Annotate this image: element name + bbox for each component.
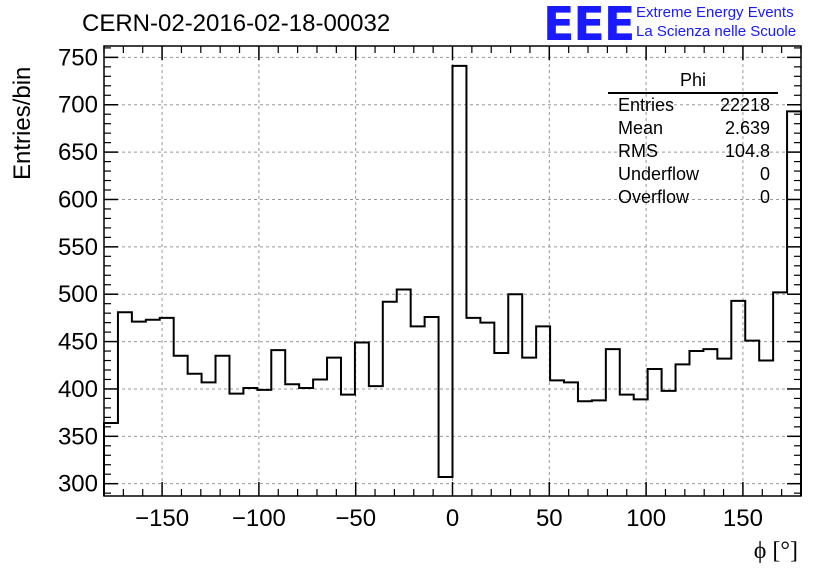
stats-row-underflow: Underflow 0 [608, 163, 778, 186]
stats-label: Underflow [618, 164, 700, 184]
stats-row-entries: Entries 22218 [608, 94, 778, 117]
axis-ticks [103, 46, 802, 496]
y-tick-label: 400 [58, 376, 98, 403]
stats-row-mean: Mean 2.639 [608, 117, 778, 140]
x-tick-label: 0 [446, 505, 459, 532]
stats-row-rms: RMS 104.8 [608, 140, 778, 163]
stats-label: Mean [618, 118, 664, 138]
x-tick-label: 50 [536, 505, 563, 532]
histogram-line [103, 64, 802, 496]
logo-caption: Extreme Energy Events La Scienza nelle S… [636, 3, 796, 41]
stats-value: 104.8 [724, 141, 770, 161]
x-tick-label: −100 [232, 505, 286, 532]
y-tick-label: 300 [58, 471, 98, 498]
y-tick-label: 350 [58, 423, 98, 450]
stats-label: Entries [618, 95, 675, 115]
axis-tick-labels: −150 −100 −50 0 50 100 150 300 350 400 450 500 550 60… [58, 44, 763, 532]
stats-value: 0 [759, 187, 770, 207]
x-tick-label: −50 [335, 505, 376, 532]
stats-box: Phi Entries 22218 Mean 2.639 RMS 104.8 U… [608, 70, 778, 209]
x-tick-label: 150 [723, 505, 763, 532]
y-axis-label: Entries/bin [9, 67, 36, 180]
y-tick-label: 700 [58, 92, 98, 119]
y-tick-label: 450 [58, 329, 98, 356]
eee-logo: EEE [543, 0, 635, 51]
x-tick-label: 100 [626, 505, 666, 532]
stats-label: RMS [618, 141, 658, 161]
x-tick-label: −150 [135, 505, 189, 532]
y-tick-label: 550 [58, 234, 98, 261]
x-axis-label: ϕ [°] [754, 538, 798, 564]
stats-label: Overflow [618, 187, 690, 207]
logo-caption-line-2: La Scienza nelle Scuole [636, 23, 797, 40]
y-tick-label: 650 [58, 139, 98, 166]
y-tick-label: 750 [58, 44, 98, 71]
logo-caption-line-1: Extreme Energy Events [636, 4, 794, 21]
stats-value: 2.639 [724, 118, 770, 138]
stats-value: 0 [759, 164, 770, 184]
y-tick-label: 500 [58, 281, 98, 308]
y-tick-label: 600 [58, 186, 98, 213]
stats-value: 22218 [719, 95, 770, 115]
chart-title: CERN-02-2016-02-18-00032 [82, 10, 391, 37]
stats-title: Phi [608, 70, 778, 94]
stats-row-overflow: Overflow 0 [608, 186, 778, 209]
